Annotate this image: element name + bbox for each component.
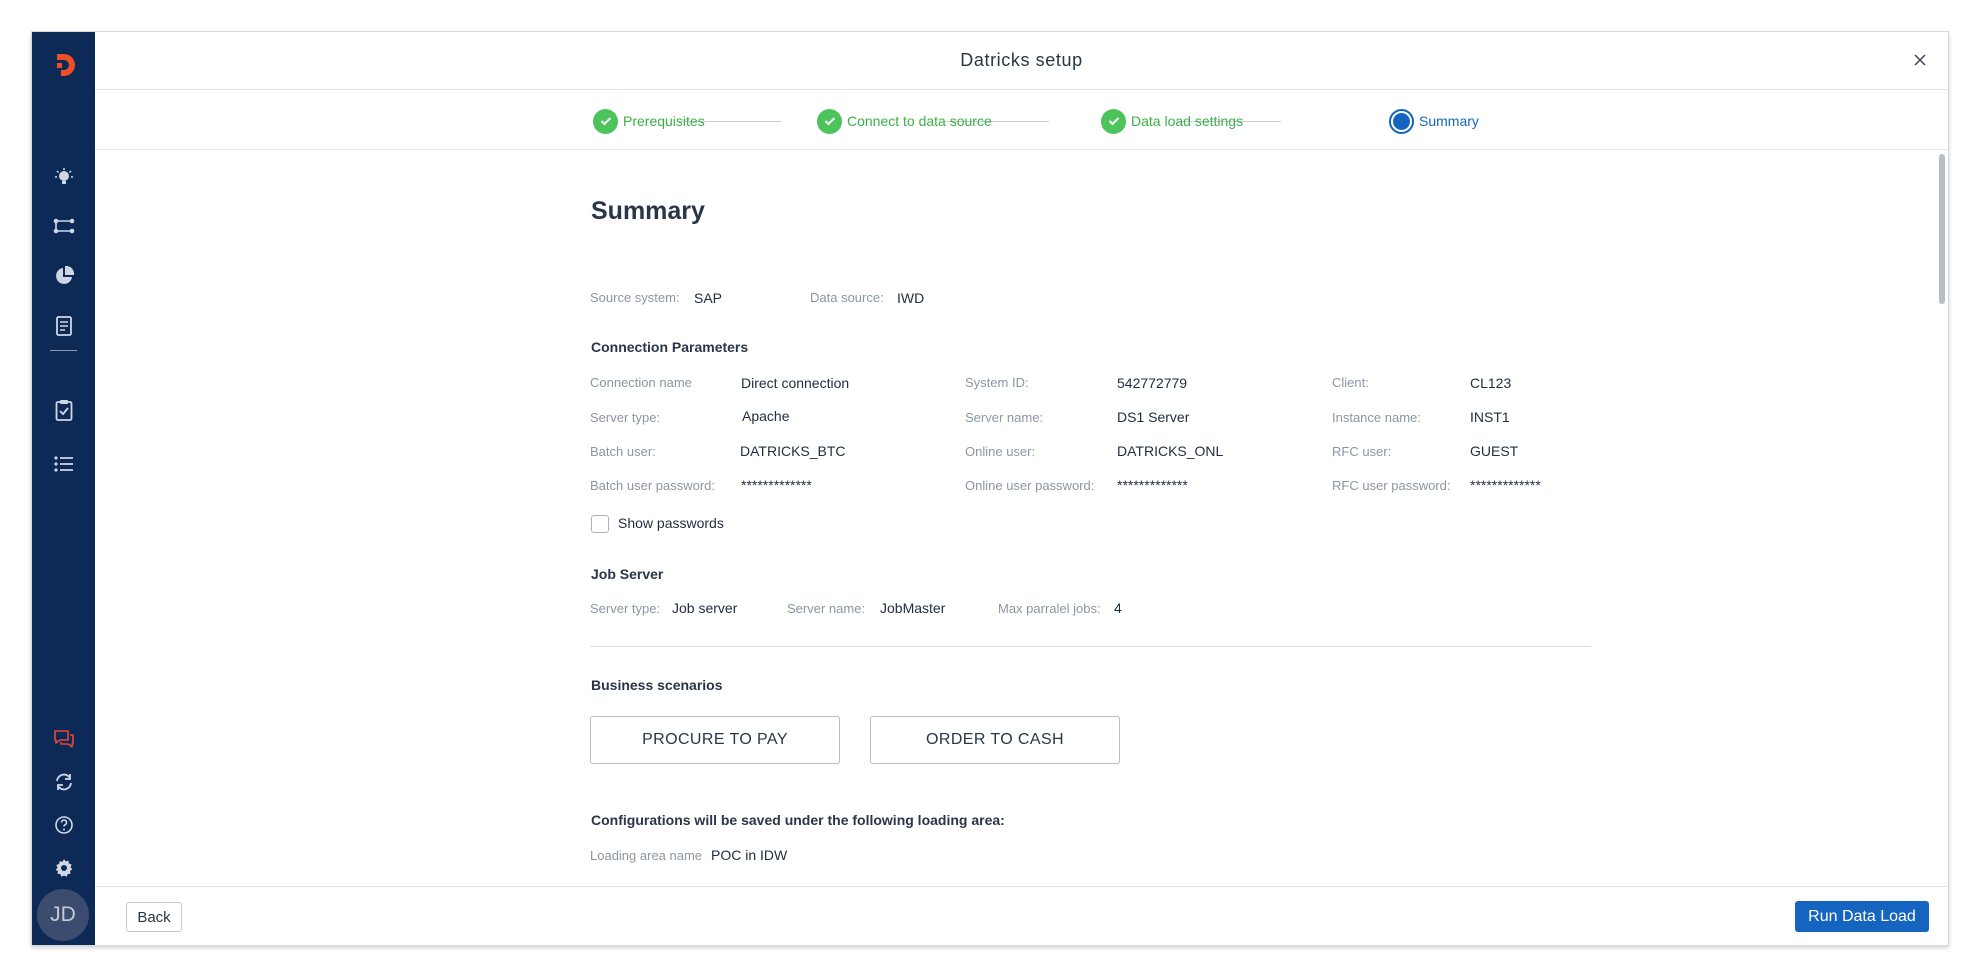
job-server-name-value: JobMaster [880, 600, 946, 616]
page-title: Summary [591, 197, 705, 225]
pie-chart-icon[interactable] [32, 261, 95, 291]
step-connector [945, 121, 1049, 122]
client-value: CL123 [1470, 375, 1512, 391]
gear-icon[interactable] [32, 853, 95, 883]
section-divider [590, 646, 1591, 647]
online-user-value: DATRICKS_ONL [1117, 443, 1224, 459]
lightbulb-icon[interactable] [32, 162, 95, 192]
step-connector [1177, 121, 1281, 122]
source-system-value: SAP [694, 290, 723, 306]
step-summary[interactable]: Summary [1389, 108, 1479, 134]
server-name-value: DS1 Server [1117, 409, 1190, 425]
step-data-load-settings[interactable]: Data load settings [1101, 108, 1243, 134]
step-connect-to-data-source[interactable]: Connect to data source [817, 108, 992, 134]
step-label: Data load settings [1131, 113, 1244, 129]
workflow-icon[interactable] [32, 211, 95, 241]
document-icon[interactable] [32, 311, 95, 341]
batch-user-label: Batch user: [590, 444, 656, 459]
loading-area-heading: Configurations will be saved under the f… [591, 812, 1005, 828]
scrollbar[interactable] [1939, 154, 1945, 304]
server-type-label: Server type: [590, 410, 661, 425]
online-user-password-value: ************* [1117, 477, 1188, 493]
batch-user-password-label: Batch user password: [590, 478, 716, 493]
active-step-icon [1389, 108, 1414, 134]
list-icon[interactable] [32, 449, 95, 479]
client-label: Client: [1332, 375, 1369, 390]
check-icon [817, 108, 842, 134]
clipboard-check-icon[interactable] [32, 395, 95, 425]
business-scenarios-heading: Business scenarios [591, 677, 723, 693]
step-label: Connect to data source [847, 113, 992, 129]
step-prerequisites[interactable]: Prerequisites [593, 108, 705, 134]
step-connector [677, 121, 781, 122]
rfc-user-label: RFC user: [1332, 444, 1392, 459]
rfc-user-password-label: RFC user password: [1332, 478, 1451, 493]
chat-icon[interactable] [32, 724, 95, 754]
setup-stepper: Prerequisites Connect to data source Dat… [95, 90, 1948, 150]
job-server-type-label: Server type: [590, 601, 661, 616]
data-source-label: Data source: [810, 290, 884, 305]
batch-user-password-value: ************* [741, 477, 812, 493]
loading-area-name-label: Loading area name [590, 848, 703, 863]
check-icon [593, 108, 618, 134]
summary-content: Summary Source system: SAP Data source: … [95, 151, 1948, 887]
avatar[interactable]: JD [37, 889, 89, 941]
help-icon[interactable] [32, 810, 95, 840]
server-name-label: Server name: [965, 410, 1044, 425]
datricks-logo[interactable] [32, 49, 95, 81]
loading-area-name-value: POC in IDW [711, 847, 788, 863]
setup-dialog: JD Datricks setup Prerequisites Connect … [31, 31, 1949, 946]
dialog-footer: Back Run Data Load [95, 886, 1948, 945]
rfc-user-password-value: ************* [1470, 477, 1541, 493]
connection-name-label: Connection name [590, 375, 692, 390]
job-server-type-value: Job server [672, 600, 738, 616]
scenario-procure-to-pay-button[interactable]: PROCURE TO PAY [590, 716, 840, 764]
back-button[interactable]: Back [126, 902, 182, 932]
connection-parameters-heading: Connection Parameters [591, 339, 749, 355]
dialog-title: Datricks setup [960, 50, 1083, 70]
job-server-name-label: Server name: [787, 601, 866, 616]
instance-name-value: INST1 [1470, 409, 1510, 425]
source-system-label: Source system: [590, 290, 680, 305]
job-server-heading: Job Server [591, 566, 664, 582]
sidebar-divider [50, 350, 77, 351]
check-icon [1101, 108, 1126, 134]
sidebar: JD [32, 32, 95, 945]
max-parallel-jobs-label: Max parralel jobs: [998, 601, 1101, 616]
server-type-value: Apache [742, 408, 790, 424]
scenario-order-to-cash-button[interactable]: ORDER TO CASH [870, 716, 1120, 764]
sync-icon[interactable] [32, 767, 95, 797]
batch-user-value: DATRICKS_BTC [740, 443, 846, 459]
show-passwords-label[interactable]: Show passwords [618, 515, 724, 531]
rfc-user-value: GUEST [1470, 443, 1519, 459]
step-label: Summary [1419, 113, 1479, 129]
dialog-header: Datricks setup [95, 32, 1948, 90]
online-user-label: Online user: [965, 444, 1036, 459]
online-user-password-label: Online user password: [965, 478, 1095, 493]
step-label: Prerequisites [623, 113, 705, 129]
close-icon[interactable] [1910, 50, 1930, 70]
data-source-value: IWD [897, 290, 925, 306]
instance-name-label: Instance name: [1332, 410, 1421, 425]
connection-name-value: Direct connection [741, 375, 850, 391]
max-parallel-jobs-value: 4 [1114, 600, 1122, 616]
system-id-value: 542772779 [1117, 375, 1188, 391]
show-passwords-checkbox[interactable] [591, 515, 609, 533]
system-id-label: System ID: [965, 375, 1029, 390]
run-data-load-button[interactable]: Run Data Load [1795, 901, 1929, 932]
